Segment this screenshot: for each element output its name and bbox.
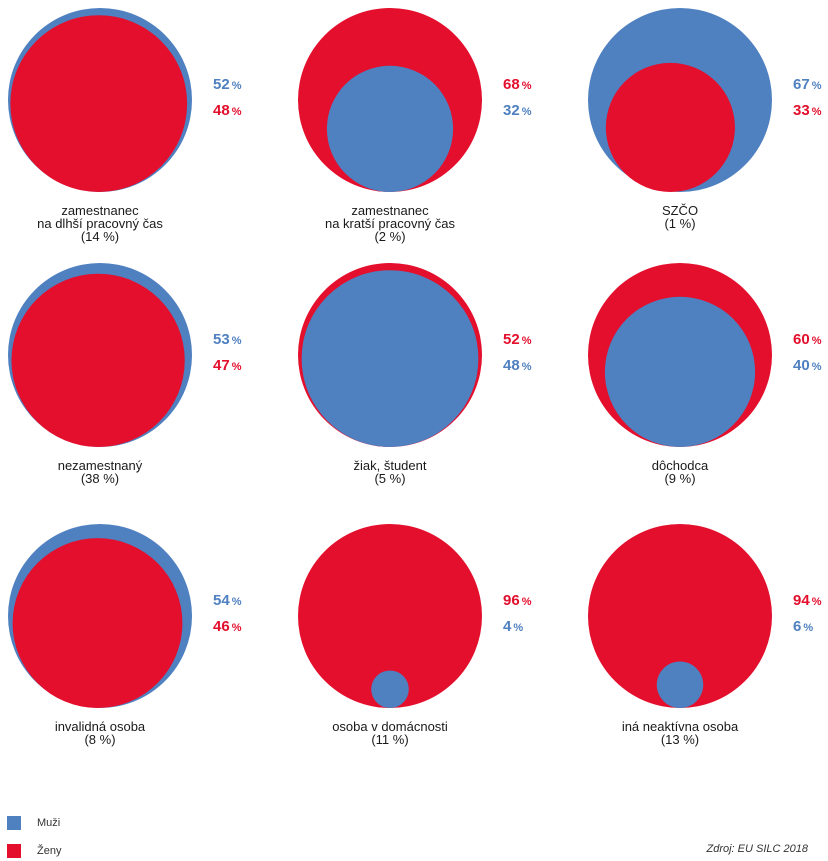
circle-muzi — [326, 65, 454, 192]
pct-label-muzi: 67% — [793, 76, 822, 93]
pct-label-zeny: 60% — [793, 331, 822, 348]
circle-zeny — [605, 62, 735, 192]
pct-label-zeny: 33% — [793, 102, 822, 119]
pct-label-muzi: 6% — [793, 618, 814, 635]
category-label: nezamestnaný (38 %) — [57, 458, 143, 486]
pct-label-muzi: 40% — [793, 357, 822, 374]
panel-circles — [588, 524, 772, 708]
panel-circles — [298, 8, 482, 192]
chart-grid: 52% 48% zamestnanec na dlhší pracovný čas (1… — [0, 0, 828, 776]
category-label: dôchodca (9 %) — [651, 458, 709, 486]
panel: 60% 40% dôchodca (9 %) — [0, 255, 828, 515]
circle-zeny — [10, 15, 188, 192]
panel: 94% 6% iná neaktívna osoba (13 %) — [0, 516, 828, 776]
pct-label-zeny: 96% — [503, 592, 532, 609]
legend-item-zeny: Ženy — [7, 843, 61, 859]
pct-label-zeny: 47% — [213, 357, 242, 374]
circle-zeny — [12, 538, 183, 708]
panel-circles — [8, 524, 192, 708]
circle-muzi — [301, 270, 479, 447]
pct-label-zeny: 46% — [213, 618, 242, 635]
panel: 68% 32% zamestnanec na kratší pracovný čas(… — [0, 0, 828, 260]
pct-label-zeny: 68% — [503, 76, 532, 93]
circle-zeny — [11, 273, 185, 447]
panel-circles — [298, 263, 482, 447]
category-label: iná neaktívna osoba (13 %) — [621, 719, 739, 747]
panel-circles — [588, 8, 772, 192]
panel: 52% 48% zamestnanec na dlhší pracovný čas (1… — [0, 0, 828, 260]
pct-label-muzi: 54% — [213, 592, 242, 609]
legend-swatch-zeny — [7, 844, 21, 858]
pct-label-muzi: 52% — [213, 76, 242, 93]
pct-label-zeny: 94% — [793, 592, 822, 609]
pct-label-muzi: 32% — [503, 102, 532, 119]
category-label: SZČO (1 %) — [661, 203, 699, 231]
panel-circles — [8, 8, 192, 192]
pct-label-zeny: 48% — [213, 102, 242, 119]
pct-label-muzi: 4% — [503, 618, 524, 635]
category-label: invalidná osoba (8 %) — [54, 719, 146, 747]
legend-label-zeny: Ženy — [37, 845, 62, 857]
pct-label-muzi: 48% — [503, 357, 532, 374]
circle-muzi — [604, 296, 756, 447]
category-label: žiak, študent (5 %) — [353, 458, 427, 486]
panel-circles — [588, 263, 772, 447]
circle-muzi — [371, 670, 409, 708]
panel: 52% 48% žiak, študent (5 %) — [0, 255, 828, 515]
category-label: zamestnanec na dlhší pracovný čas (14 %) — [37, 203, 163, 244]
panel: 96% 4% osoba v domácnosti (11 %) — [0, 516, 828, 776]
source-note: Zdroj: EU SILC 2018 — [706, 843, 809, 855]
pct-label-muzi: 53% — [213, 331, 242, 348]
circle-zeny — [588, 524, 772, 708]
pct-label-zeny: 52% — [503, 331, 532, 348]
legend-item-muzi: Muži — [7, 815, 60, 831]
panel: 67% 33% SZČO (1 %) — [0, 0, 828, 260]
legend-swatch-muzi — [7, 816, 21, 830]
category-label: osoba v domácnosti (11 %) — [332, 719, 448, 747]
category-label: zamestnanec na kratší pracovný čas (2 %) — [324, 203, 456, 244]
panel: 53% 47% nezamestnaný (38 %) — [0, 255, 828, 515]
circle-muzi — [656, 661, 704, 708]
circle-zeny — [298, 524, 482, 708]
legend-label-muzi: Muži — [37, 817, 61, 829]
panel: 54% 46% invalidná osoba (8 %) — [0, 516, 828, 776]
panel-circles — [298, 524, 482, 708]
panel-circles — [8, 263, 192, 447]
